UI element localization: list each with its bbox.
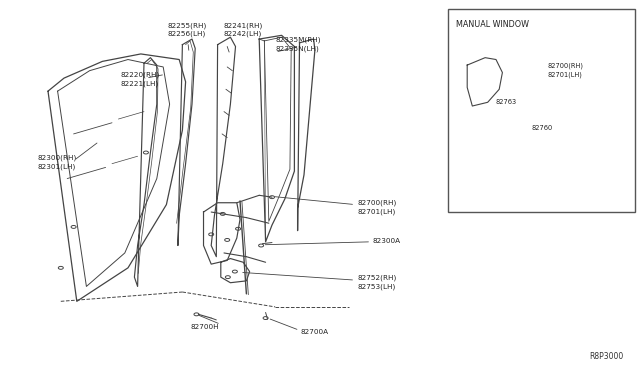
Text: 82221(LH): 82221(LH): [120, 80, 159, 87]
Text: 82241(RH): 82241(RH): [224, 22, 263, 29]
Text: 82301(LH): 82301(LH): [37, 163, 76, 170]
Text: 82701(LH): 82701(LH): [547, 71, 582, 78]
Text: 82220(RH): 82220(RH): [120, 72, 159, 78]
Text: 82300A: 82300A: [372, 238, 401, 244]
Text: 82760: 82760: [531, 125, 552, 131]
Text: 82753(LH): 82753(LH): [357, 283, 396, 290]
Text: MANUAL WINDOW: MANUAL WINDOW: [456, 20, 529, 29]
Text: 82335N(LH): 82335N(LH): [275, 45, 319, 52]
Text: 82701(LH): 82701(LH): [357, 208, 396, 215]
Text: 82256(LH): 82256(LH): [168, 31, 206, 37]
Text: R8P3000: R8P3000: [589, 352, 624, 361]
Text: 82335M(RH): 82335M(RH): [275, 37, 321, 44]
Text: 82752(RH): 82752(RH): [357, 275, 396, 281]
Text: 82300(RH): 82300(RH): [37, 155, 76, 161]
Bar: [448, 9, 635, 212]
Text: 82763: 82763: [496, 99, 517, 105]
Text: 82700A: 82700A: [301, 329, 329, 335]
Text: 82700H: 82700H: [191, 324, 220, 330]
Text: 82242(LH): 82242(LH): [224, 31, 262, 37]
Text: 82700(RH): 82700(RH): [547, 63, 583, 70]
Text: 82255(RH): 82255(RH): [168, 22, 207, 29]
Text: 82700(RH): 82700(RH): [357, 199, 396, 206]
